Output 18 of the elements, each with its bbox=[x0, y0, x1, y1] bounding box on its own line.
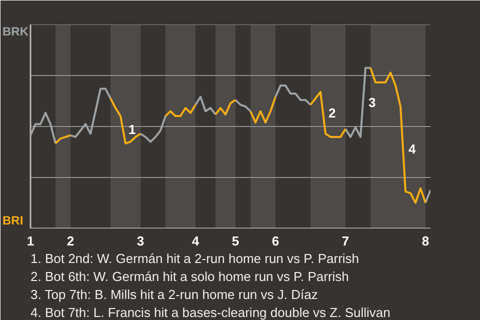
annotation: 3 bbox=[368, 94, 376, 110]
x-tick-label: 6 bbox=[272, 234, 280, 248]
x-tick-label: 8 bbox=[422, 234, 430, 248]
text: BRK bbox=[2, 24, 29, 38]
x-tick-label: 2 bbox=[66, 234, 74, 248]
text: BRI bbox=[2, 214, 24, 228]
x-tick-label: 4 bbox=[192, 234, 200, 248]
text: 3. Top 7th: B. Mills hit a 2-run home run vs J. Díaz bbox=[30, 287, 318, 302]
annotation: 2 bbox=[328, 105, 336, 120]
annotation: 1 bbox=[128, 122, 136, 138]
text: 2. Bot 6th: W. Germán hit a solo home run vs P. Parrish bbox=[30, 269, 349, 284]
annotation: 4 bbox=[408, 141, 416, 156]
x-tick-label: 5 bbox=[232, 234, 240, 248]
x-tick-label: 3 bbox=[136, 234, 144, 248]
x-tick-label: 1 bbox=[26, 234, 34, 248]
text: 1. Bot 2nd: W. Germán hit a 2-run home run vs P. Parrish bbox=[30, 251, 360, 266]
x-tick-label: 7 bbox=[342, 234, 350, 248]
text: 4. Bot 7th: L. Francis hit a bases-clearing double vs Z. Sullivan bbox=[30, 305, 390, 320]
